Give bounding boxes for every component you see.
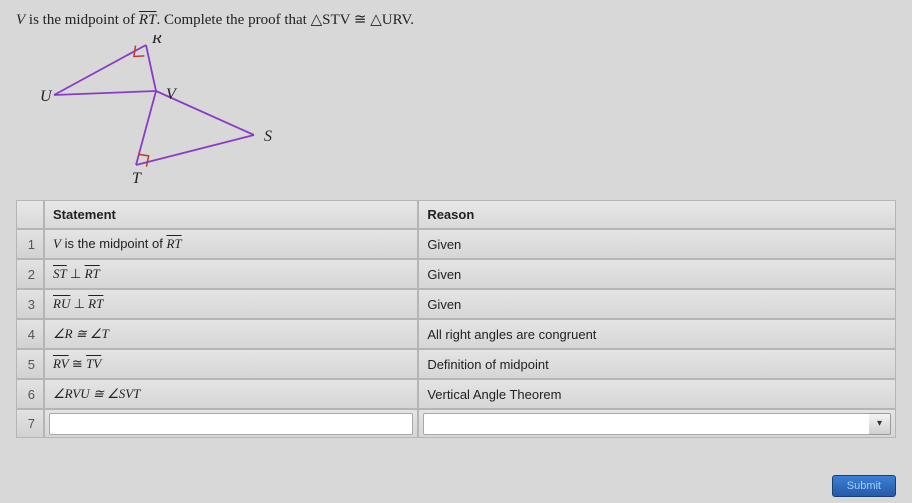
prompt-var: V [16,12,25,28]
reason-cell: All right angles are congruent [418,319,896,349]
row-number: 1 [16,229,44,259]
statement-cell [44,409,418,438]
diagram-label-s: S [264,128,272,145]
diagram-label-t: T [132,170,142,185]
reason-input[interactable] [423,413,869,435]
table-row: 1V is the midpoint of RTGiven [16,229,896,259]
diagram-label-r: R [151,35,162,47]
row-number: 6 [16,379,44,409]
table-row: 4∠R ≅ ∠TAll right angles are congruent [16,319,896,349]
statement-cell: ∠R ≅ ∠T [44,319,418,349]
table-row: 5RV ≅ TVDefinition of midpoint [16,349,896,379]
prompt-seg: RT [139,12,157,28]
statement-cell: ∠RVU ≅ ∠SVT [44,379,418,409]
table-row: 2ST ⊥ RTGiven [16,259,896,289]
diagram-label-u: U [40,88,53,105]
reason-cell: Given [418,229,896,259]
statement-input[interactable] [49,413,413,435]
row-number: 7 [16,409,44,438]
header-reason: Reason [418,200,896,229]
geometry-diagram: RUVST [36,35,896,190]
reason-cell: ▾ [418,409,896,438]
table-row: 6∠RVU ≅ ∠SVTVertical Angle Theorem [16,379,896,409]
prompt-tail: . Complete the proof that △STV ≅ △URV. [156,12,414,28]
prompt-text: V is the midpoint of RT. Complete the pr… [16,10,896,29]
row-number: 5 [16,349,44,379]
proof-table: Statement Reason 1V is the midpoint of R… [16,200,896,438]
prompt-rest: is the midpoint of [25,12,139,28]
statement-cell: RU ⊥ RT [44,289,418,319]
header-statement: Statement [44,200,418,229]
reason-cell: Given [418,289,896,319]
statement-cell: ST ⊥ RT [44,259,418,289]
diagram-svg: RUVST [36,35,286,185]
table-row: 3RU ⊥ RTGiven [16,289,896,319]
reason-cell: Given [418,259,896,289]
submit-button[interactable]: Submit [832,475,896,497]
statement-cell: V is the midpoint of RT [44,229,418,259]
statement-cell: RV ≅ TV [44,349,418,379]
table-row: 7▾ [16,409,896,438]
header-blank [16,200,44,229]
reason-cell: Definition of midpoint [418,349,896,379]
reason-cell: Vertical Angle Theorem [418,379,896,409]
reason-dropdown-button[interactable]: ▾ [869,413,891,435]
row-number: 3 [16,289,44,319]
row-number: 4 [16,319,44,349]
row-number: 2 [16,259,44,289]
